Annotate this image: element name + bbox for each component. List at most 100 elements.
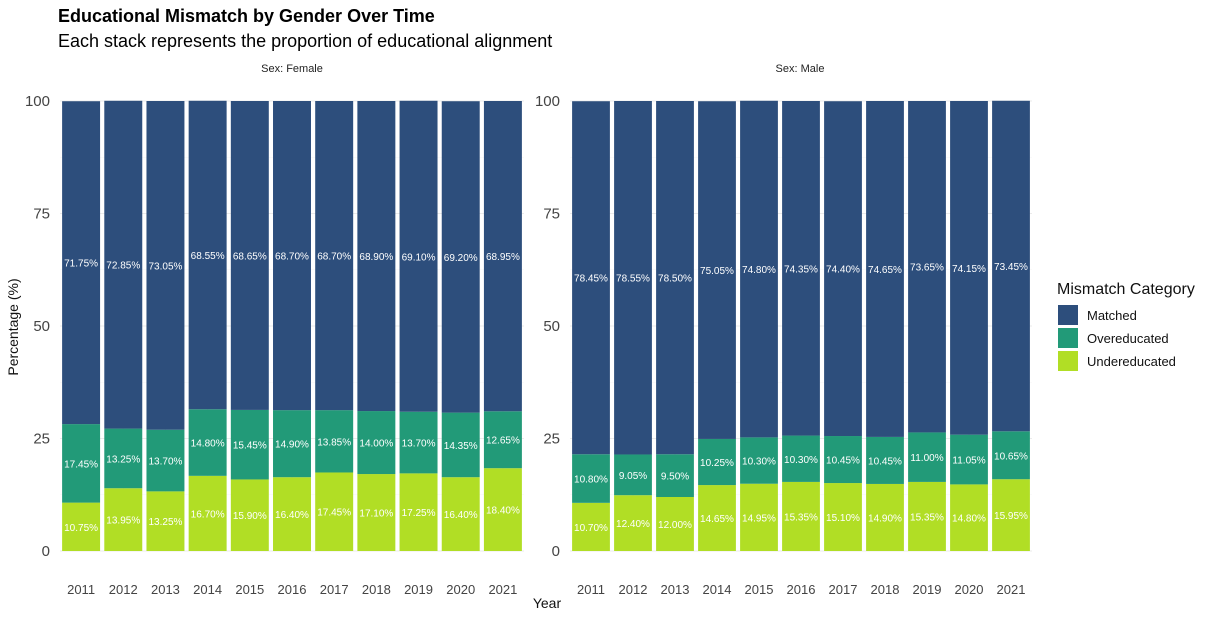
bar-segment-matched	[950, 101, 988, 435]
data-label: 16.70%	[191, 509, 225, 520]
bar-segment-matched	[273, 101, 311, 411]
bar-segment-undereducated	[656, 497, 694, 551]
data-label: 16.40%	[444, 510, 478, 521]
bar-segment-matched	[188, 100, 227, 410]
bar-segment-matched	[782, 101, 820, 436]
data-label: 15.90%	[233, 511, 267, 522]
data-label: 74.35%	[784, 264, 818, 275]
y-tick-label: 100	[535, 93, 560, 110]
data-label: 10.80%	[574, 475, 608, 486]
facet-strip-label: Sex: Female	[261, 63, 323, 75]
data-label: 13.70%	[402, 439, 436, 450]
x-tick-label: 2013	[151, 582, 180, 597]
bar-segment-matched	[866, 101, 904, 437]
panel-female: Sex: Female 0 25 50 75 100 10.75% 17.45% 71.75% 2…	[25, 63, 524, 597]
bar-segment-undereducated	[357, 474, 396, 551]
data-label: 10.45%	[868, 456, 902, 467]
bar-segment-overeducated	[357, 411, 396, 475]
y-tick-label: 25	[543, 431, 560, 448]
bar-segment-undereducated	[824, 483, 862, 551]
data-label: 17.45%	[64, 459, 98, 470]
data-label: 12.65%	[486, 436, 520, 447]
data-label: 78.50%	[658, 274, 692, 285]
panel-male: Sex: Male 0 25 50 75 100 10.70% 10.80% 78.45% 201…	[535, 63, 1032, 597]
bar-segment-undereducated	[614, 495, 652, 551]
legend: Mismatch Category Matched Overeducated Und…	[1057, 281, 1195, 371]
bar-segment-undereducated	[230, 479, 269, 551]
y-tick-label: 100	[25, 93, 50, 110]
bar-segment-undereducated	[740, 483, 778, 551]
data-label: 15.35%	[910, 512, 944, 523]
bar-segment-undereducated	[62, 502, 101, 551]
bar-segment-undereducated	[483, 468, 522, 551]
data-label: 10.75%	[64, 523, 98, 534]
y-tick-label: 25	[33, 431, 50, 448]
data-label: 14.90%	[868, 513, 902, 524]
data-label: 9.05%	[619, 471, 647, 482]
legend-title: Mismatch Category	[1057, 281, 1195, 298]
bar-segment-matched	[614, 101, 652, 455]
data-label: 15.35%	[784, 512, 818, 523]
data-label: 13.85%	[317, 437, 351, 448]
data-label: 69.20%	[444, 253, 478, 264]
x-tick-label: 2018	[362, 582, 391, 597]
data-label: 74.80%	[742, 265, 776, 276]
bar-segment-undereducated	[441, 477, 480, 551]
y-tick-label: 75	[543, 206, 560, 223]
data-label: 10.70%	[574, 523, 608, 534]
y-axis-label: Percentage (%)	[5, 278, 21, 375]
data-label: 16.40%	[275, 510, 309, 521]
bar-segment-overeducated	[656, 454, 694, 497]
data-label: 68.90%	[359, 252, 393, 263]
bar-segment-overeducated	[104, 428, 143, 489]
data-label: 14.95%	[742, 513, 776, 524]
data-label: 73.45%	[994, 262, 1028, 273]
data-label: 14.90%	[275, 440, 309, 451]
data-label: 68.65%	[233, 251, 267, 262]
bar-segment-matched	[104, 100, 143, 429]
legend-key-overeducated	[1058, 328, 1078, 348]
data-label: 12.40%	[616, 519, 650, 530]
facet-strip-label: Sex: Male	[776, 63, 825, 75]
x-tick-label: 2018	[871, 582, 900, 597]
data-label: 75.05%	[700, 266, 734, 277]
legend-label: Matched	[1087, 308, 1137, 323]
data-label: 10.30%	[784, 455, 818, 466]
bar-segment-overeducated	[483, 411, 522, 469]
data-label: 10.25%	[700, 458, 734, 469]
x-tick-label: 2021	[488, 582, 517, 597]
bar-segment-overeducated	[572, 454, 610, 503]
x-tick-label: 2011	[577, 582, 605, 597]
chart-subtitle: Each stack represents the proportion of …	[58, 31, 552, 51]
bar-segment-undereducated	[104, 488, 143, 551]
x-tick-label: 2019	[404, 582, 433, 597]
bar-segment-overeducated	[399, 411, 438, 474]
bar-segment-overeducated	[992, 431, 1030, 480]
bar-segment-undereducated	[908, 481, 946, 551]
x-tick-label: 2013	[661, 582, 690, 597]
x-tick-label: 2021	[997, 582, 1026, 597]
data-label: 68.55%	[191, 251, 225, 262]
data-label: 78.55%	[616, 274, 650, 285]
bar-segment-matched	[357, 101, 396, 412]
bar-segment-matched	[483, 101, 522, 412]
data-label: 10.45%	[826, 456, 860, 467]
bar-segment-undereducated	[188, 475, 227, 551]
data-label: 68.95%	[486, 252, 520, 263]
x-tick-label: 2012	[109, 582, 138, 597]
data-label: 13.25%	[148, 517, 182, 528]
data-label: 12.00%	[658, 520, 692, 531]
data-label: 74.40%	[826, 265, 860, 276]
bar-segment-overeducated	[908, 432, 946, 482]
data-label: 14.00%	[359, 439, 393, 450]
chart-title: Educational Mismatch by Gender Over Time	[58, 6, 435, 26]
bar-segment-matched	[908, 101, 946, 433]
bar-segment-matched	[62, 101, 101, 425]
y-tick-label: 0	[42, 543, 50, 560]
data-label: 10.30%	[742, 457, 776, 468]
bar-segment-matched	[399, 100, 438, 412]
data-label: 13.70%	[148, 457, 182, 468]
bar-segment-matched	[824, 101, 862, 437]
bar-segment-matched	[230, 101, 269, 410]
